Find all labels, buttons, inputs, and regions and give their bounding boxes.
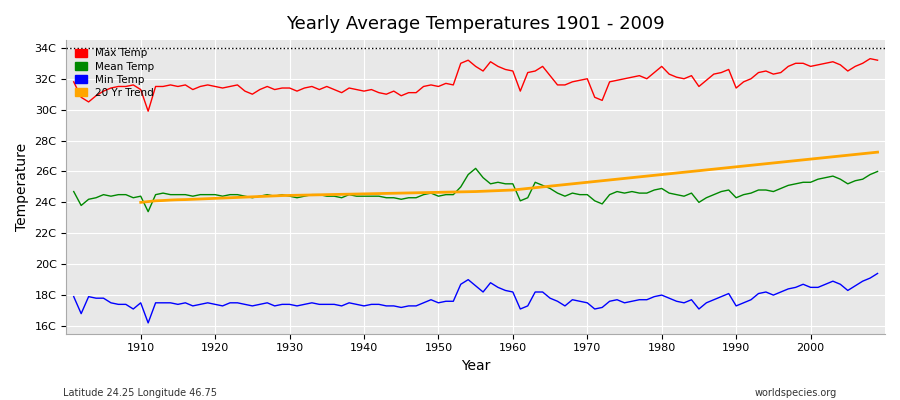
Legend: Max Temp, Mean Temp, Min Temp, 20 Yr Trend: Max Temp, Mean Temp, Min Temp, 20 Yr Tre…	[71, 45, 158, 101]
Title: Yearly Average Temperatures 1901 - 2009: Yearly Average Temperatures 1901 - 2009	[286, 15, 665, 33]
X-axis label: Year: Year	[461, 359, 491, 373]
Y-axis label: Temperature: Temperature	[15, 143, 29, 231]
Text: worldspecies.org: worldspecies.org	[755, 388, 837, 398]
Text: Latitude 24.25 Longitude 46.75: Latitude 24.25 Longitude 46.75	[63, 388, 217, 398]
